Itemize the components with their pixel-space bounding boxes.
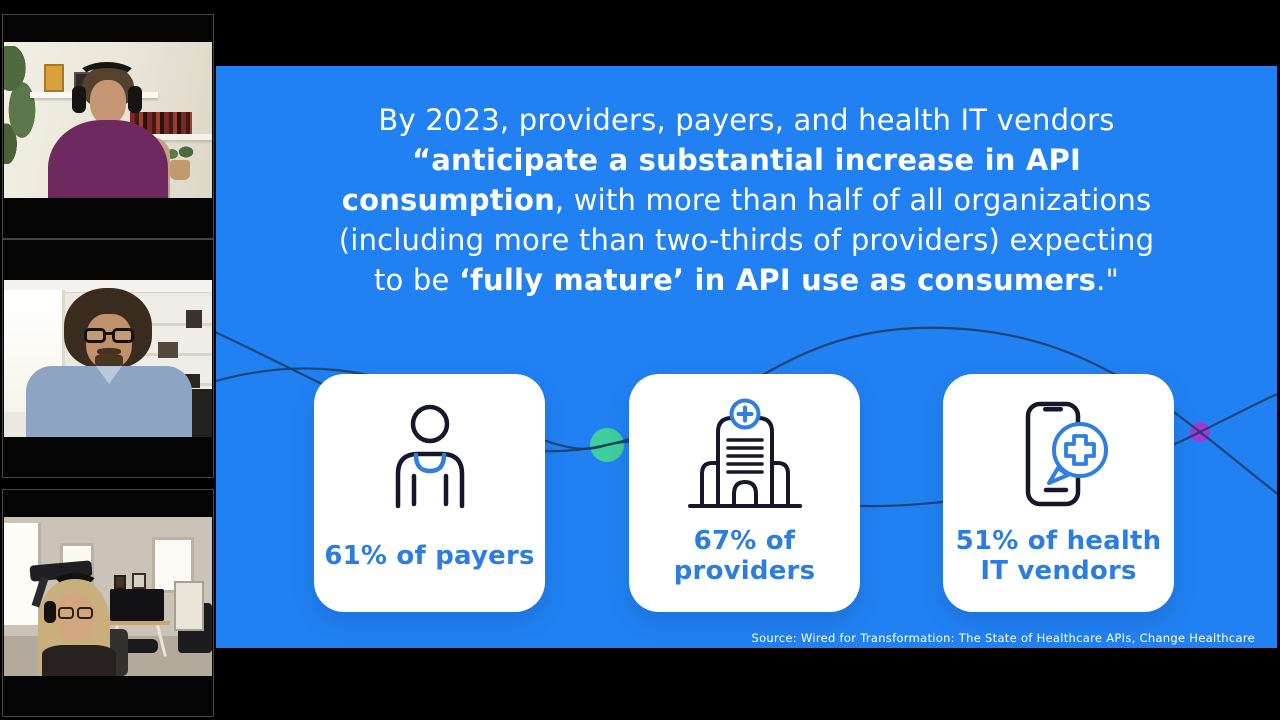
headset-earcup: [44, 601, 56, 623]
glasses-bridge: [105, 332, 113, 335]
source-attribution: Source: Wired for Transformation: The St…: [751, 631, 1255, 645]
mustache: [97, 348, 121, 355]
quote-segment-bold: “anticipate a substantial increase in AP…: [341, 143, 1081, 217]
stat-card-health-it-vendors: 51% of health IT vendors: [943, 374, 1174, 612]
quote-segment: , with more than half of all organizatio…: [338, 183, 1155, 297]
webcam-feed-participant-3: [4, 517, 212, 676]
wall-chart: [174, 581, 204, 631]
person-icon: [395, 404, 464, 509]
window: [152, 537, 194, 593]
headset-band: [50, 573, 100, 601]
quote-segment-bold: ‘fully mature’ in API use as consumers: [458, 263, 1097, 297]
stat-label-line: providers: [673, 556, 816, 586]
stat-card-payers: 61% of payers: [314, 374, 545, 612]
picture-frame: [114, 575, 126, 589]
stat-label-line: IT vendors: [980, 556, 1137, 586]
webcam-feed-participant-1: [4, 42, 212, 198]
shelf-item: [158, 342, 178, 358]
stat-label: 51% of health IT vendors: [956, 520, 1162, 592]
plant-pot: [170, 160, 190, 180]
stat-label-line: 61% of payers: [324, 541, 535, 571]
hanging-plant: [4, 46, 46, 164]
glasses-lens: [77, 607, 93, 619]
stat-label: 67% of providers: [674, 520, 816, 592]
video-tile-participant-3[interactable]: [2, 489, 214, 717]
presentation-slide: By 2023, providers, payers, and health I…: [216, 66, 1277, 648]
headphones-earcup: [72, 86, 86, 113]
webcam-feed-participant-2: [4, 280, 212, 437]
hospital-icon: [687, 398, 802, 508]
stat-label-line: 67% of: [693, 526, 796, 556]
stat-label-line: 51% of health: [955, 526, 1162, 556]
person-torso: [42, 645, 116, 676]
video-tile-participant-1[interactable]: [2, 14, 214, 239]
person-torso: [48, 120, 168, 198]
glasses-lens: [58, 607, 74, 619]
potted-plant: [162, 142, 198, 164]
picture-frame: [44, 64, 64, 92]
glasses-lens: [84, 328, 106, 343]
stat-label: 61% of payers: [324, 520, 534, 592]
stat-card-providers: 67% of providers: [629, 374, 860, 612]
quote-segment: .": [1096, 263, 1120, 297]
tv-stand: [104, 621, 170, 625]
phone-health-icon: [1025, 401, 1108, 507]
headphones-earcup: [128, 86, 142, 113]
headphones-band: [76, 62, 138, 94]
slide-quote: By 2023, providers, payers, and health I…: [324, 100, 1170, 300]
quote-segment: By 2023, providers, payers, and health I…: [378, 103, 1115, 137]
beard: [95, 354, 123, 367]
wall-shelf: [122, 134, 212, 140]
video-tile-participant-2[interactable]: [2, 239, 214, 478]
picture-frame: [132, 573, 146, 589]
tv-screen: [110, 589, 164, 621]
glasses-lens: [112, 328, 134, 343]
participants-sidebar: [0, 0, 216, 720]
shelf-item: [186, 310, 202, 328]
